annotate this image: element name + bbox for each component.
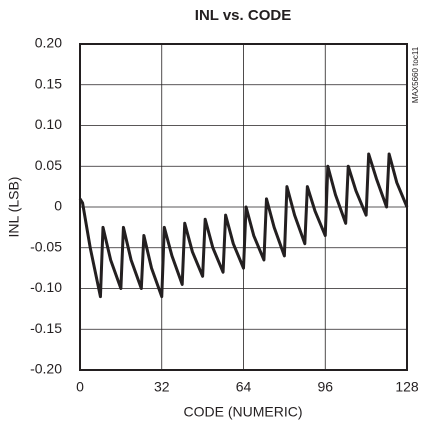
annotation: MAX5660 toc11 bbox=[411, 46, 420, 103]
y-tick-label: -0.15 bbox=[30, 320, 62, 336]
chart-title: INL vs. CODE bbox=[195, 7, 291, 24]
y-tick-label: 0 bbox=[54, 198, 62, 214]
y-tick-label: 0.20 bbox=[35, 35, 62, 51]
y-tick-label: 0.10 bbox=[35, 116, 62, 132]
y-tick-label: 0.05 bbox=[35, 157, 62, 173]
y-tick-label: 0.15 bbox=[35, 75, 62, 91]
x-tick-label: 64 bbox=[236, 379, 252, 395]
data-line bbox=[78, 152, 409, 299]
y-axis-label: INL (LSB) bbox=[6, 177, 22, 238]
x-tick-label: 32 bbox=[154, 379, 170, 395]
y-tick-label: -0.10 bbox=[30, 279, 62, 295]
y-tick-label: -0.05 bbox=[30, 238, 62, 254]
x-tick-label: 0 bbox=[76, 379, 84, 395]
x-tick-label: 96 bbox=[317, 379, 333, 395]
x-axis-label: CODE (NUMERIC) bbox=[184, 404, 303, 420]
y-tick-label: -0.20 bbox=[30, 361, 62, 377]
x-tick-label: 128 bbox=[395, 379, 419, 395]
